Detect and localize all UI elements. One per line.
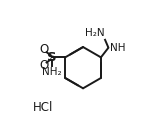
Text: NH₂: NH₂ xyxy=(42,67,62,77)
Text: HCl: HCl xyxy=(33,101,53,114)
Text: NH: NH xyxy=(110,43,125,53)
Text: O: O xyxy=(39,59,48,72)
Text: O: O xyxy=(39,43,48,56)
Text: S: S xyxy=(47,51,57,64)
Text: H₂N: H₂N xyxy=(85,28,105,38)
